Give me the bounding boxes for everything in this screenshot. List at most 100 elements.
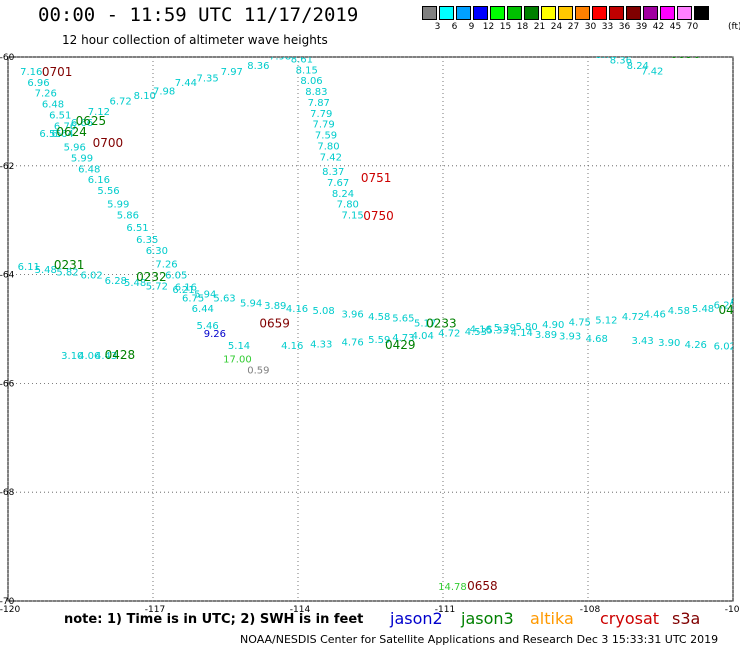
scale-swatch — [677, 6, 692, 20]
scale-swatch — [524, 6, 539, 20]
wave-height-label: 6.66 — [71, 118, 93, 129]
wave-height-label: 4.46 — [644, 310, 666, 321]
wave-height-label: 5.48 — [124, 278, 146, 289]
wave-height-label: 6.02 — [81, 270, 103, 281]
wave-height-label: 6.16 — [88, 175, 110, 186]
scale-label: 27 — [567, 22, 580, 32]
y-tick-label: -62 — [0, 162, 14, 172]
wave-height-label: 4.16 — [281, 341, 303, 352]
wave-height-label: 7.26 — [155, 260, 177, 271]
pass-time-label: 0659 — [259, 316, 290, 330]
wave-height-label: 7.98 — [153, 87, 175, 98]
pass-time-label: 0658 — [467, 579, 498, 593]
wave-height-label: 4.53 — [465, 327, 487, 338]
wave-height-label: 7.98 — [269, 52, 291, 63]
wave-height-label: 7.59 — [315, 131, 337, 142]
wave-height-label: 4.16 — [286, 304, 308, 315]
wave-height-label: 6.30 — [146, 246, 168, 257]
data-labels-group: 7.166.967.266.486.516.766.556.646.667.12… — [18, 47, 740, 593]
wave-height-label: 8.36 — [610, 56, 632, 67]
wave-height-label: 0.59 — [247, 366, 269, 377]
wave-height-label: 6.35 — [136, 235, 158, 246]
wave-height-label: 8.76 — [595, 50, 617, 61]
pass-time-label: 0624 — [56, 125, 87, 139]
wave-height-label: 5.39 — [494, 323, 516, 334]
pass-time-label: 0232 — [136, 270, 167, 284]
wave-height-label: 8.83 — [305, 87, 327, 98]
wave-height-label: 7.12 — [88, 107, 110, 118]
wave-height-label: 5.94 — [240, 299, 262, 310]
scale-swatch — [439, 6, 454, 20]
wave-height-label: 5.12 — [595, 316, 617, 327]
wave-height-label: 7.80 — [337, 200, 359, 211]
wave-height-label: 6.44 — [192, 304, 214, 315]
scale-swatch — [694, 6, 709, 20]
wave-height-label: 5.14 — [228, 341, 250, 352]
wave-height-label: 5.99 — [107, 200, 129, 211]
wave-height-label: 4.58 — [368, 312, 390, 323]
wave-height-label: 4.16 — [470, 324, 492, 335]
wave-height-label: 7.97 — [221, 67, 243, 78]
wave-height-label: 6.76 — [54, 121, 76, 132]
wave-height-label: 4.72 — [438, 329, 460, 340]
scale-label: 24 — [550, 22, 563, 32]
scale-swatch — [507, 6, 522, 20]
wave-height-label: 6.11 — [18, 262, 40, 273]
wave-height-label: 5.80 — [516, 322, 538, 333]
wave-height-label: 6.48 — [42, 100, 64, 111]
wave-height-label: 7.79 — [310, 109, 332, 120]
y-tick-label: -66 — [0, 379, 15, 389]
scale-swatch — [643, 6, 658, 20]
wave-height-label: 9.26 — [204, 329, 226, 340]
wave-height-label: 5.56 — [97, 186, 119, 197]
wave-height-label: 3.43 — [632, 336, 654, 347]
wave-height-label: 7.35 — [197, 73, 219, 84]
scale-label: 45 — [669, 22, 682, 32]
scale-unit-label: (ft) — [728, 22, 740, 32]
wave-height-label: 6.75 — [182, 293, 204, 304]
y-tick-label: -64 — [0, 271, 15, 281]
wave-height-label: 6.72 — [110, 96, 132, 107]
wave-height-label: 7.15 — [342, 211, 364, 222]
satellite-legend-item: jason3 — [461, 609, 514, 628]
wave-height-label: 7.87 — [308, 98, 330, 109]
wave-height-label: 4.68 — [586, 334, 608, 345]
scale-label: 42 — [652, 22, 665, 32]
wave-height-label: 7.42 — [320, 152, 342, 163]
wave-height-label: 6.16 — [175, 282, 197, 293]
wave-height-label: 4.04 — [412, 331, 434, 342]
wave-height-label: 7.44 — [175, 78, 197, 89]
wave-height-label: 5.33 — [487, 325, 509, 336]
scale-swatch — [558, 6, 573, 20]
wave-height-label: 7.16 — [20, 67, 42, 78]
scale-swatch — [592, 6, 607, 20]
wave-height-label: 8.06 — [300, 76, 322, 87]
wave-height-label: 5.99 — [71, 153, 93, 164]
wave-height-label: 17.00 — [223, 355, 252, 366]
wave-height-label: 8.10 — [134, 91, 156, 102]
wave-height-label: 5.63 — [213, 293, 235, 304]
wave-height-label: 5.94 — [194, 289, 216, 300]
wave-height-label: 6.64 — [52, 129, 74, 140]
scale-swatch — [456, 6, 471, 20]
wave-height-label: 7.79 — [313, 120, 335, 131]
wave-height-label: 3.90 — [658, 338, 680, 349]
wave-height-label: 4.76 — [342, 337, 364, 348]
scale-label: 15 — [499, 22, 512, 32]
pass-time-label: 0428 — [105, 348, 136, 362]
wave-height-label: 6.96 — [27, 78, 49, 89]
wave-height-label: 5.72 — [146, 281, 168, 292]
wave-height-label: 4.43 — [95, 351, 117, 362]
pass-time-label: 0036 — [670, 47, 701, 61]
wave-height-label: 8.24 — [332, 189, 354, 200]
wave-height-label: 8.24 — [627, 61, 649, 72]
scale-label: 6 — [451, 22, 458, 32]
wave-height-label: 5.46 — [197, 321, 219, 332]
wave-height-label: 6.20 — [714, 300, 736, 311]
chart-subtitle: 12 hour collection of altimeter wave hei… — [62, 33, 328, 47]
wave-height-label: 4.73 — [392, 333, 414, 344]
wave-height-label: 8.37 — [322, 167, 344, 178]
x-tick-label: -120 — [0, 605, 20, 615]
wave-height-label: 6.51 — [49, 110, 71, 121]
